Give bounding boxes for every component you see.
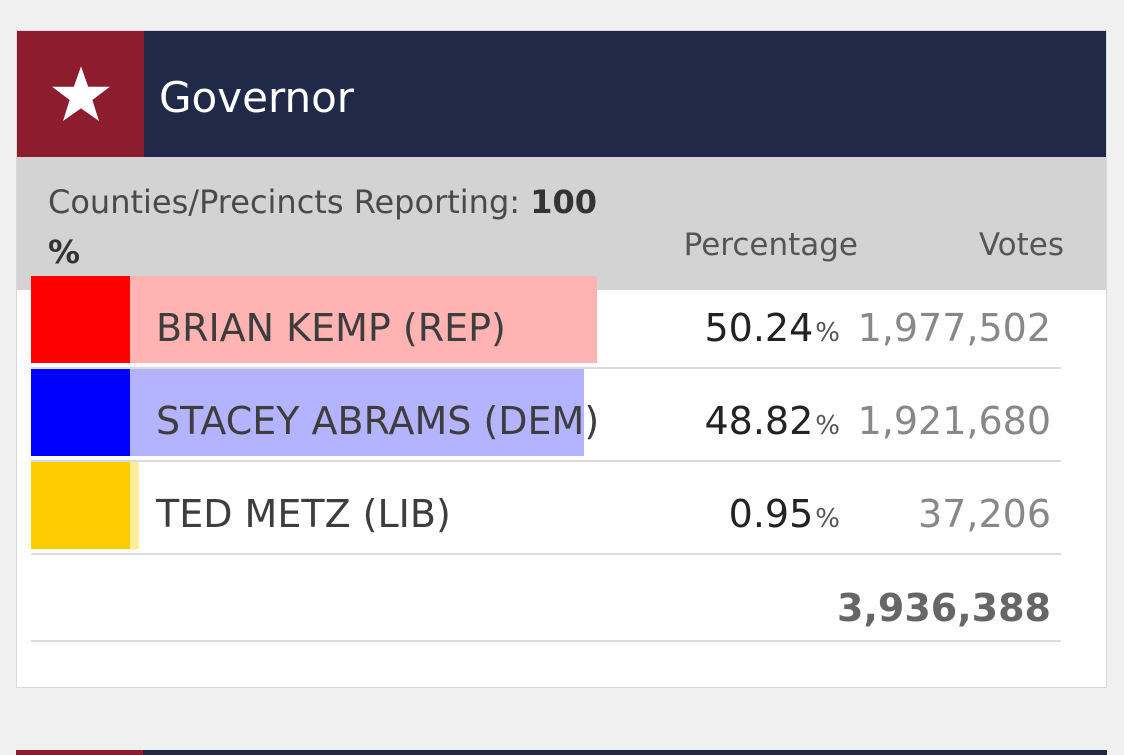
candidate-name: BRIAN KEMP (REP) xyxy=(156,306,506,350)
candidate-votes: 37,206 xyxy=(918,492,1051,536)
reporting-status: Counties/Precincts Reporting: 100 % xyxy=(48,177,608,277)
vote-share-bar xyxy=(130,369,584,456)
party-color-swatch xyxy=(31,369,130,456)
governor-results-card: Governor Counties/Precincts Reporting: 1… xyxy=(16,30,1107,688)
candidate-row[interactable]: BRIAN KEMP (REP) 50.24% 1,977,502 xyxy=(31,276,1061,369)
race-title: Governor xyxy=(159,73,355,122)
percentage-value: 50.24 xyxy=(704,306,814,350)
candidate-row[interactable]: STACEY ABRAMS (DEM) 48.82% 1,921,680 xyxy=(31,369,1061,462)
candidate-name: STACEY ABRAMS (DEM) xyxy=(156,399,600,443)
candidate-percentage: 50.24% xyxy=(704,276,840,363)
percentage-value: 0.95 xyxy=(728,492,814,536)
percent-sign: % xyxy=(815,411,840,441)
candidate-name: TED METZ (LIB) xyxy=(156,492,451,536)
candidate-percentage: 48.82% xyxy=(704,369,840,456)
next-race-header-edge xyxy=(16,750,1107,755)
candidate-row[interactable]: TED METZ (LIB) 0.95% 37,206 xyxy=(31,462,1061,555)
candidate-votes: 1,977,502 xyxy=(857,306,1051,350)
reporting-unit: % xyxy=(48,233,81,271)
candidate-list: BRIAN KEMP (REP) 50.24% 1,977,502 STACEY… xyxy=(31,276,1061,642)
total-votes: 3,936,388 xyxy=(837,586,1051,630)
star-icon xyxy=(51,66,110,121)
vote-share-bar xyxy=(130,276,597,363)
vote-share-bar xyxy=(130,462,139,549)
candidate-votes: 1,921,680 xyxy=(857,399,1051,443)
candidate-percentage: 0.95% xyxy=(729,462,840,549)
race-icon-box xyxy=(17,31,144,157)
results-subheader: Counties/Precincts Reporting: 100 % Perc… xyxy=(17,157,1106,290)
party-color-swatch xyxy=(31,276,130,363)
percentage-value: 48.82 xyxy=(704,399,814,443)
reporting-value: 100 xyxy=(530,183,597,221)
column-header-percentage: Percentage xyxy=(683,227,858,263)
race-header: Governor xyxy=(17,31,1106,157)
total-row: 3,936,388 xyxy=(31,555,1061,642)
reporting-label: Counties/Precincts Reporting: xyxy=(48,183,521,221)
party-color-swatch xyxy=(31,462,130,549)
column-header-votes: Votes xyxy=(978,227,1064,263)
percent-sign: % xyxy=(815,504,840,534)
percent-sign: % xyxy=(815,318,840,348)
